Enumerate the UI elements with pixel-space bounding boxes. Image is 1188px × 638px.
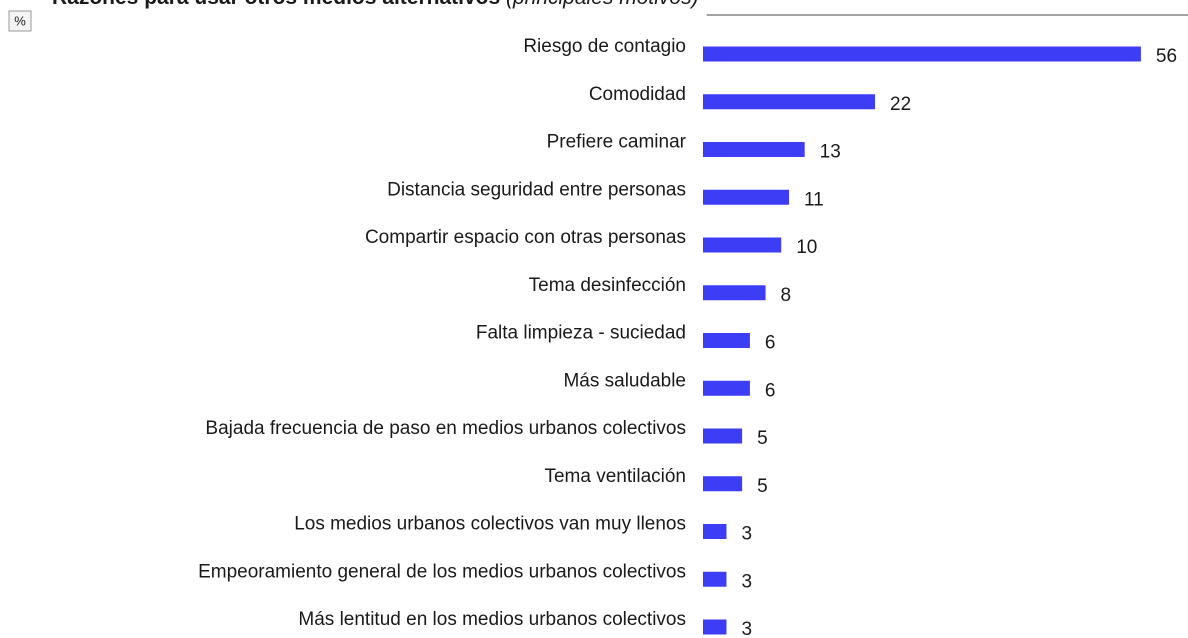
category-label: Más lentitud en los medios urbanos colec… [298, 609, 686, 630]
value-label: 22 [890, 94, 911, 115]
value-label: 3 [741, 619, 752, 638]
bar [703, 142, 805, 157]
category-label: Más saludable [563, 370, 686, 391]
bar [703, 237, 782, 253]
bar [703, 94, 876, 110]
value-label: 13 [820, 142, 841, 163]
category-label: Tema desinfección [529, 275, 686, 296]
value-label: 5 [757, 428, 768, 449]
category-label: Riesgo de contagio [523, 36, 686, 57]
chart-title: Razones para usar otros medios alternati… [52, 0, 699, 9]
category-label: Comodidad [589, 84, 686, 105]
value-label: 6 [765, 333, 776, 354]
value-label: 5 [757, 476, 768, 497]
unit-box [8, 10, 32, 32]
category-label: Bajada frecuencia de paso en medios urba… [205, 418, 686, 439]
category-label: Distancia seguridad entre personas [387, 179, 686, 200]
title-main: Razones para usar otros medios alternati… [52, 0, 500, 9]
category-label: Prefiere caminar [547, 132, 687, 153]
category-label: Los medios urbanos colectivos van muy ll… [294, 514, 686, 535]
value-label: 8 [781, 285, 792, 306]
category-label: Empeoramiento general de los medios urba… [198, 561, 686, 582]
bar [703, 46, 1141, 62]
bar [703, 333, 750, 348]
category-label: Falta limpieza - suciedad [476, 323, 686, 344]
value-label: 11 [804, 189, 824, 210]
bar [703, 285, 766, 301]
bar [703, 476, 743, 492]
value-label: 56 [1156, 46, 1177, 67]
value-label: 10 [796, 237, 817, 258]
bar [703, 524, 727, 539]
bar [703, 619, 727, 635]
value-label: 3 [741, 524, 752, 545]
category-label: Compartir espacio con otras personas [365, 227, 686, 248]
value-label: 6 [765, 380, 776, 401]
unit-label: % [14, 13, 26, 28]
category-label: Tema ventilación [544, 466, 686, 487]
bar [703, 189, 790, 205]
bar [703, 428, 743, 444]
bar [703, 571, 727, 587]
title-sub: (principales motivos) [506, 0, 699, 9]
bar [703, 380, 750, 396]
value-label: 3 [741, 571, 752, 592]
